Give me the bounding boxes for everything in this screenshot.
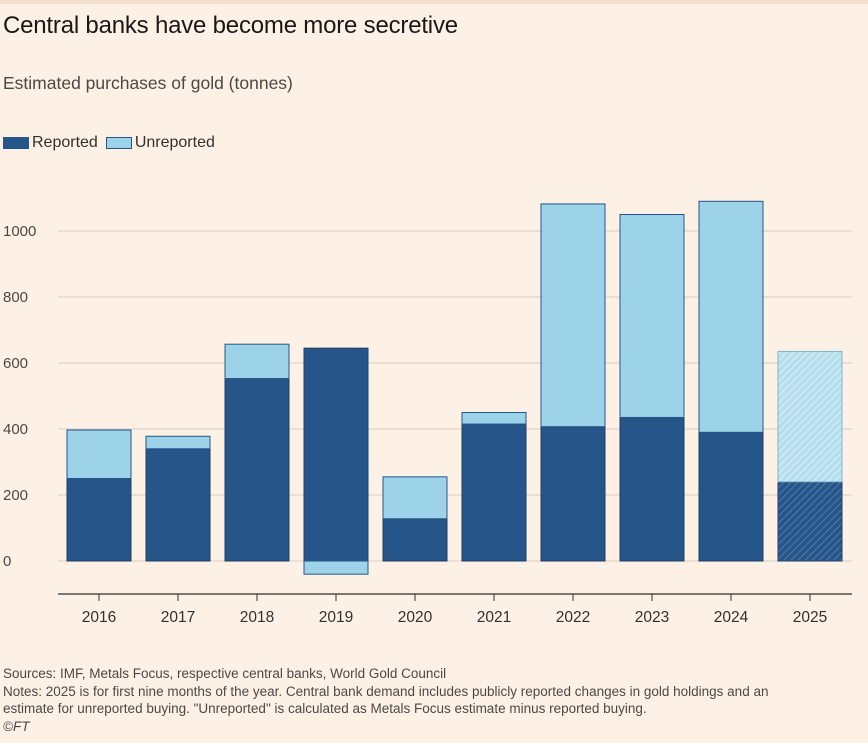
- x-tick-label-2025: 2025: [793, 609, 827, 626]
- x-tick-label-2018: 2018: [240, 609, 274, 626]
- y-tick-label: 1000: [3, 223, 36, 240]
- x-tick-label-2024: 2024: [714, 609, 749, 626]
- legend-label-reported: Reported: [32, 134, 98, 151]
- y-tick-label: 0: [3, 553, 11, 570]
- bar-reported-2023: [619, 416, 685, 562]
- footer: Sources: IMF, Metals Focus, respective c…: [3, 665, 865, 735]
- x-tick-label-2017: 2017: [161, 609, 195, 626]
- bar-reported-2025: [777, 481, 843, 562]
- bar-reported-2022: [540, 426, 606, 562]
- legend: Reported Unreported: [3, 134, 223, 152]
- notes-line-1: Notes: 2025 is for first nine months of …: [3, 683, 769, 699]
- bar-unreported-2018: [224, 343, 290, 380]
- legend-swatch-unreported: [105, 137, 132, 149]
- legend-item-unreported: Unreported: [105, 134, 215, 152]
- bar-unreported-2023: [619, 214, 685, 418]
- bar-unreported-2025: [777, 350, 843, 483]
- axis-layer: 2016 2017 2018 2019 2020 2021 2022 2023 2024 2025: [58, 593, 852, 626]
- bar-unreported-2022: [540, 203, 606, 428]
- chart-title: Central banks have become more secretive: [3, 12, 458, 39]
- y-tick-label: 400: [3, 421, 28, 438]
- x-tick-label-2019: 2019: [319, 609, 353, 626]
- top-rule: [0, 0, 868, 4]
- copyright: ©FT: [3, 718, 30, 734]
- x-tick-label-2021: 2021: [477, 609, 511, 626]
- chart-subtitle: Estimated purchases of gold (tonnes): [3, 73, 293, 93]
- bar-reported-2024: [698, 431, 764, 562]
- y-tick-label: 200: [3, 487, 28, 504]
- x-tick-label-2023: 2023: [635, 609, 669, 626]
- x-tick-label-2020: 2020: [398, 609, 433, 626]
- bar-unreported-2016: [66, 429, 132, 479]
- bar-unreported-2019: [303, 560, 369, 575]
- bar-reported-2016: [66, 478, 132, 562]
- y-tick-label: 600: [3, 355, 28, 372]
- bar-unreported-2020: [382, 476, 448, 520]
- bar-unreported-2024: [698, 200, 764, 433]
- bar-unreported-2017: [145, 435, 211, 450]
- bar-reported-2021: [461, 423, 527, 562]
- bar-reported-2019: [303, 347, 369, 562]
- legend-item-reported: Reported: [3, 134, 98, 152]
- x-tick-label-2016: 2016: [82, 609, 116, 626]
- notes-line-2: estimate for unreported buying. "Unrepor…: [3, 701, 647, 716]
- bar-reported-2017: [145, 448, 211, 562]
- bars-layer: [66, 200, 843, 575]
- x-tick-label-2022: 2022: [556, 609, 590, 626]
- y-tick-label: 800: [3, 289, 28, 306]
- sources-note: Sources: IMF, Metals Focus, respective c…: [3, 666, 447, 681]
- bar-unreported-2021: [461, 412, 527, 425]
- bar-reported-2018: [224, 378, 290, 562]
- legend-label-unreported: Unreported: [134, 134, 215, 151]
- legend-swatch-reported: [3, 137, 29, 149]
- bar-reported-2020: [382, 518, 448, 562]
